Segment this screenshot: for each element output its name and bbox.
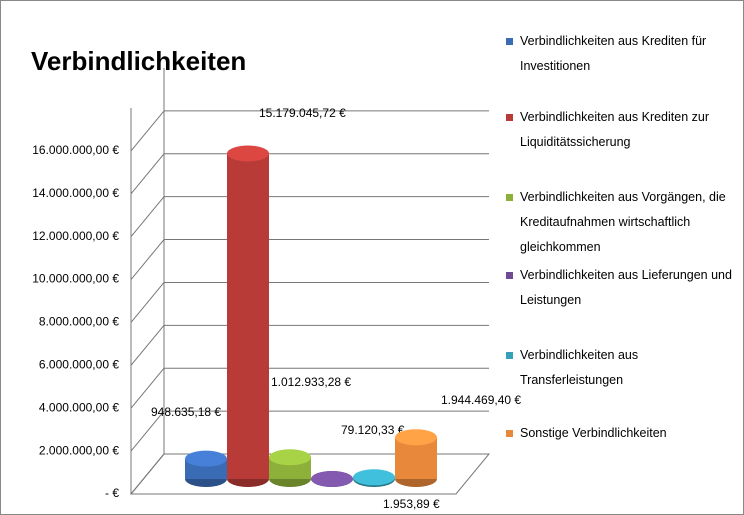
grid-line <box>130 153 165 195</box>
y-tick-label: 14.000.000,00 € <box>32 186 119 200</box>
bar-part <box>227 145 269 162</box>
chart-title: Verbindlichkeiten <box>31 46 246 76</box>
bar <box>227 145 269 487</box>
y-tick-label: 2.000.000,00 € <box>39 443 119 457</box>
y-tick-label: 8.000.000,00 € <box>39 315 119 329</box>
legend-swatch <box>506 352 513 359</box>
y-tick-label: 4.000.000,00 € <box>39 400 119 414</box>
legend-entry: Verbindlichkeiten aus Vorgängen, die Kre… <box>506 185 738 260</box>
data-label: 79.120,33 € <box>341 423 405 437</box>
y-tick-label: 6.000.000,00 € <box>39 358 119 372</box>
bar-part <box>227 153 269 480</box>
grid-line <box>130 367 165 409</box>
legend-entry: Verbindlichkeiten aus Lieferungen und Le… <box>506 263 738 313</box>
y-tick-label: - € <box>105 486 119 500</box>
grid-line <box>130 325 165 366</box>
legend-swatch <box>506 272 513 279</box>
bar <box>395 429 437 487</box>
legend-label: Verbindlichkeiten aus Transferleistungen <box>520 348 639 387</box>
legend-swatch <box>506 114 513 121</box>
data-label: 1.012.933,28 € <box>271 375 351 389</box>
y-tick-label: 16.000.000,00 € <box>32 143 119 157</box>
y-tick-label: 10.000.000,00 € <box>32 272 119 286</box>
bar-part <box>311 470 353 487</box>
grid-line <box>130 282 165 323</box>
legend-swatch <box>506 38 513 45</box>
legend-label: Verbindlichkeiten aus Vorgängen, die Kre… <box>520 190 726 254</box>
legend-label: Sonstige Verbindlichkeiten <box>520 426 667 440</box>
grid-line <box>130 196 165 237</box>
bar-part <box>269 449 311 466</box>
bar <box>311 470 353 487</box>
legend-label: Verbindlichkeiten aus Lieferungen und Le… <box>520 268 732 307</box>
data-label: 15.179.045,72 € <box>259 106 346 120</box>
legend-swatch <box>506 194 513 201</box>
legend-label: Verbindlichkeiten aus Krediten für Inves… <box>520 34 707 73</box>
data-label: 1.953,89 € <box>383 497 440 511</box>
legend-entry: Verbindlichkeiten aus Transferleistungen <box>506 343 738 393</box>
bar <box>353 469 395 487</box>
legend-entry: Verbindlichkeiten aus Krediten für Inves… <box>506 29 738 79</box>
legend-label: Verbindlichkeiten aus Krediten zur Liqui… <box>520 110 710 149</box>
legend-entry: Verbindlichkeiten aus Krediten zur Liqui… <box>506 105 738 155</box>
bar-part <box>353 469 395 486</box>
y-tick-label: 12.000.000,00 € <box>32 229 119 243</box>
data-label: 1.944.469,40 € <box>441 393 521 407</box>
bar-part <box>395 429 437 446</box>
bar <box>269 449 311 487</box>
data-label: 948.635,18 € <box>151 405 221 419</box>
grid-line <box>130 453 165 495</box>
grid-line <box>130 239 165 280</box>
grid-line <box>130 410 165 452</box>
bar-part <box>185 450 227 467</box>
bar <box>185 450 227 487</box>
grid-line <box>130 110 165 152</box>
legend-entry: Sonstige Verbindlichkeiten <box>506 421 738 446</box>
legend-swatch <box>506 430 513 437</box>
